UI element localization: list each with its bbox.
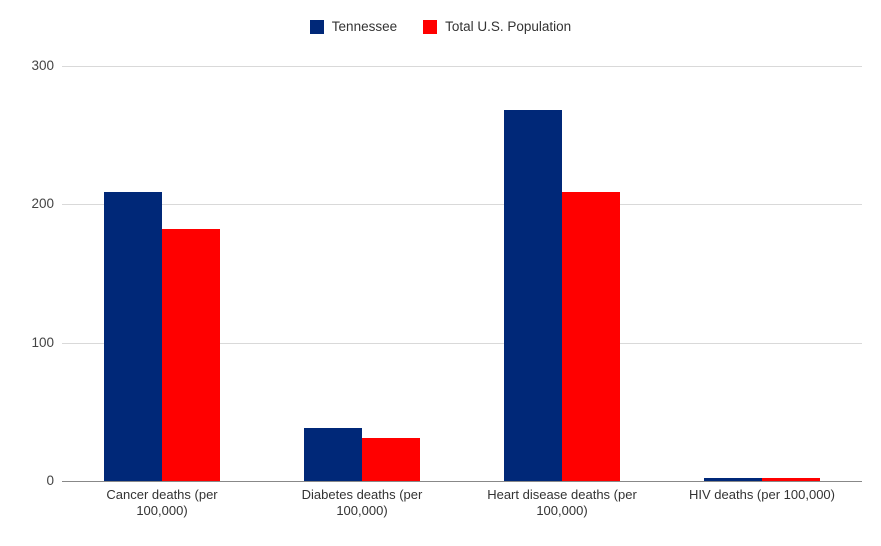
x-axis-label-line: Diabetes deaths (per	[301, 487, 423, 502]
y-axis-tick-label: 0	[46, 473, 54, 488]
gridline	[62, 204, 862, 206]
y-axis-tick-label: 300	[31, 58, 54, 73]
chart-legend: Tennessee Total U.S. Population	[0, 20, 881, 34]
legend-swatch-icon	[309, 20, 324, 34]
gridline	[62, 342, 862, 344]
axis-baseline	[62, 481, 862, 482]
plot-area	[62, 66, 862, 482]
x-axis-label-2: Diabetes deaths (per 100,000)	[252, 487, 472, 519]
legend-item-tennessee[interactable]: Tennessee	[309, 19, 398, 34]
x-axis-label-line: 100,000)	[336, 503, 388, 518]
legend-item-total-us-population[interactable]: Total U.S. Population	[423, 20, 571, 34]
bar-total-us-population-1[interactable]	[162, 229, 220, 481]
x-axis-label-line: 100,000)	[136, 503, 188, 518]
bar-tennessee-2[interactable]	[304, 428, 362, 481]
legend-label: Total U.S. Population	[445, 19, 572, 34]
x-axis-label-line: Heart disease deaths (per	[487, 487, 637, 502]
bar-total-us-population-3[interactable]	[562, 191, 620, 481]
bar-tennessee-1[interactable]	[104, 191, 162, 481]
x-axis-category-labels: Cancer deaths (per 100,000) Diabetes death…	[62, 487, 862, 537]
x-axis-label-1: Cancer deaths (per 100,000)	[52, 487, 272, 519]
bar-tennessee-3[interactable]	[504, 110, 562, 481]
legend-label: Tennessee	[331, 19, 398, 34]
bar-tennessee-4[interactable]	[704, 478, 762, 481]
x-axis-label-4: HIV deaths (per 100,000)	[652, 487, 872, 503]
x-axis-label-line: Cancer deaths (per	[106, 487, 218, 502]
bar-total-us-population-4[interactable]	[762, 478, 820, 481]
gridline	[62, 66, 862, 67]
x-axis-label-line: 100,000)	[536, 503, 588, 518]
x-axis-label-line: HIV deaths (per 100,000)	[689, 487, 835, 502]
legend-swatch-icon	[423, 20, 438, 34]
bar-total-us-population-2[interactable]	[362, 438, 420, 481]
y-axis-tick-label: 200	[31, 196, 54, 212]
x-axis-label-3: Heart disease deaths (per 100,000)	[452, 487, 672, 519]
y-axis-tick-label: 100	[31, 334, 54, 350]
